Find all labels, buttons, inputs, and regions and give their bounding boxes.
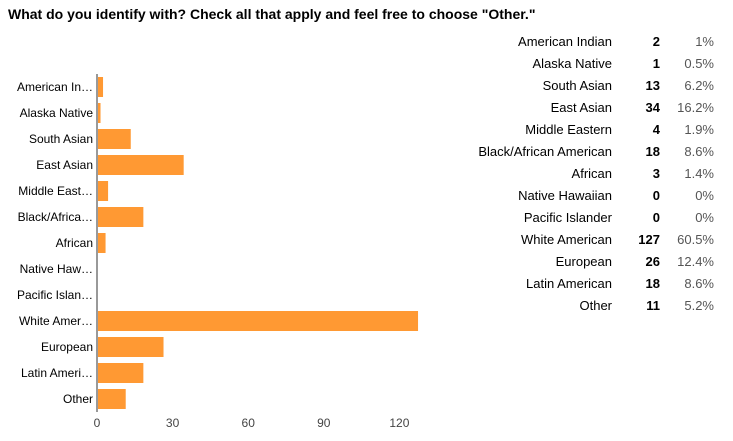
summary-count: 13 bbox=[645, 77, 660, 93]
bar bbox=[98, 311, 419, 331]
category-label: European bbox=[41, 340, 93, 354]
x-tick-label: 90 bbox=[317, 416, 331, 430]
summary-category: South Asian bbox=[542, 77, 612, 93]
summary-count: 11 bbox=[646, 297, 660, 313]
bar bbox=[98, 363, 144, 383]
category-label: Black/Africa… bbox=[18, 210, 93, 224]
category-label: South Asian bbox=[29, 132, 93, 146]
summary-row: Alaska Native 1 0.5% bbox=[470, 52, 720, 74]
summary-percent: 5.2% bbox=[684, 297, 714, 313]
x-tick-label: 120 bbox=[389, 416, 409, 430]
summary-category: Middle Eastern bbox=[525, 121, 612, 137]
summary-count: 0 bbox=[652, 187, 660, 203]
summary-category: Pacific Islander bbox=[523, 209, 612, 225]
category-label: Other bbox=[63, 392, 93, 406]
summary-row: East Asian 34 16.2% bbox=[470, 96, 720, 118]
x-tick-label: 30 bbox=[166, 416, 180, 430]
summary-category: American Indian bbox=[518, 33, 612, 49]
summary-count: 18 bbox=[645, 143, 660, 159]
summary-category: Latin American bbox=[526, 275, 612, 291]
summary-percent: 16.2% bbox=[677, 99, 714, 115]
summary-row: Native Hawaiian 0 0% bbox=[470, 184, 720, 206]
summary-percent: 12.4% bbox=[677, 253, 714, 269]
summary-row: Black/African American 18 8.6% bbox=[470, 140, 720, 162]
summary-count: 26 bbox=[645, 253, 660, 269]
category-label: Middle East… bbox=[18, 184, 93, 198]
summary-category: Native Hawaiian bbox=[518, 187, 612, 203]
category-label: American In… bbox=[17, 80, 93, 94]
summary-percent: 1.9% bbox=[684, 121, 714, 137]
summary-row: Other 11 5.2% bbox=[470, 294, 720, 316]
summary-category: East Asian bbox=[550, 99, 612, 115]
summary-percent: 8.6% bbox=[684, 275, 714, 291]
bar bbox=[98, 207, 144, 227]
summary-row: American Indian 2 1% bbox=[470, 30, 720, 52]
category-label: White Amer… bbox=[19, 314, 93, 328]
summary-percent: 6.2% bbox=[684, 77, 714, 93]
summary-percent: 8.6% bbox=[684, 143, 714, 159]
summary-percent: 1.4% bbox=[684, 165, 714, 181]
category-label: East Asian bbox=[36, 158, 93, 172]
summary-count: 18 bbox=[645, 275, 660, 291]
summary-row: European 26 12.4% bbox=[470, 250, 720, 272]
summary-percent: 0.5% bbox=[684, 55, 714, 71]
summary-percent: 0% bbox=[695, 209, 714, 225]
summary-category: Alaska Native bbox=[532, 55, 612, 71]
summary-row: Latin American 18 8.6% bbox=[470, 272, 720, 294]
bar bbox=[98, 155, 184, 175]
summary-row: Pacific Islander 0 0% bbox=[470, 206, 720, 228]
summary-table: American Indian 2 1% Alaska Native 1 0.5% Sout… bbox=[470, 30, 720, 316]
bar bbox=[98, 103, 101, 123]
summary-category: Black/African American bbox=[478, 143, 612, 159]
summary-percent: 1% bbox=[695, 33, 714, 49]
category-label: Latin Ameri… bbox=[21, 366, 93, 380]
bar bbox=[98, 181, 109, 201]
horizontal-bar-chart: American In… Alaska Native South Asian East… bbox=[17, 74, 419, 430]
question-title: What do you identify with? Check all tha… bbox=[8, 6, 536, 22]
bar bbox=[98, 129, 131, 149]
summary-count: 3 bbox=[652, 165, 660, 181]
summary-count: 34 bbox=[645, 99, 660, 115]
x-tick-label: 60 bbox=[242, 416, 256, 430]
summary-row: White American 127 60.5% bbox=[470, 228, 720, 250]
category-label: Native Haw… bbox=[20, 262, 93, 276]
summary-row: South Asian 13 6.2% bbox=[470, 74, 720, 96]
bar bbox=[98, 77, 104, 97]
summary-row: African 3 1.4% bbox=[470, 162, 720, 184]
bar bbox=[98, 337, 164, 357]
bar bbox=[98, 389, 126, 409]
summary-count: 4 bbox=[652, 121, 660, 137]
summary-count: 127 bbox=[638, 231, 660, 247]
summary-percent: 0% bbox=[695, 187, 714, 203]
summary-count: 1 bbox=[652, 55, 660, 71]
summary-row: Middle Eastern 4 1.9% bbox=[470, 118, 720, 140]
summary-category: Other bbox=[579, 297, 612, 313]
summary-category: White American bbox=[520, 231, 612, 247]
category-label: African bbox=[56, 236, 93, 250]
summary-count: 0 bbox=[652, 209, 660, 225]
bar bbox=[98, 233, 106, 253]
summary-count: 2 bbox=[652, 33, 660, 49]
summary-category: African bbox=[571, 165, 612, 181]
category-label: Alaska Native bbox=[20, 106, 94, 120]
summary-category: European bbox=[555, 253, 612, 269]
summary-percent: 60.5% bbox=[677, 231, 714, 247]
category-label: Pacific Islan… bbox=[17, 288, 93, 302]
x-tick-label: 0 bbox=[94, 416, 101, 430]
